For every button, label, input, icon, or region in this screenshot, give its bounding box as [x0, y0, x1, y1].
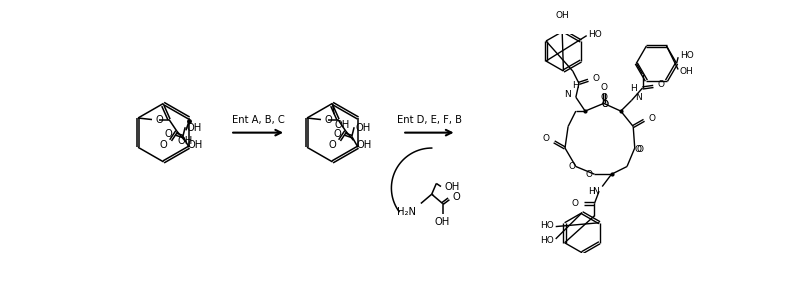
- Text: O: O: [164, 129, 172, 139]
- Text: OH: OH: [335, 120, 350, 130]
- Text: OH: OH: [444, 181, 459, 191]
- Text: O: O: [602, 101, 609, 109]
- Text: H: H: [588, 187, 594, 196]
- Text: O: O: [600, 93, 607, 102]
- Text: OH: OH: [357, 140, 372, 150]
- Text: O: O: [572, 199, 579, 208]
- Text: O: O: [634, 145, 642, 154]
- Text: HO: HO: [680, 51, 694, 60]
- Text: H: H: [630, 83, 637, 93]
- Text: OH: OH: [356, 123, 371, 133]
- Text: O: O: [636, 145, 643, 154]
- Text: OH: OH: [186, 123, 202, 133]
- Text: O: O: [586, 170, 593, 179]
- Text: N: N: [634, 93, 642, 102]
- Text: Ent D, E, F, B: Ent D, E, F, B: [397, 115, 462, 125]
- Text: OH: OH: [178, 137, 193, 147]
- Text: O: O: [329, 140, 337, 150]
- Text: O: O: [325, 114, 333, 125]
- Text: HO: HO: [541, 236, 554, 245]
- Text: N: N: [565, 90, 571, 99]
- Text: H: H: [573, 81, 579, 89]
- Text: O: O: [569, 162, 576, 171]
- Text: O: O: [334, 129, 341, 139]
- Text: OH: OH: [188, 140, 203, 150]
- Text: H₂N: H₂N: [397, 206, 416, 217]
- Text: O: O: [649, 114, 656, 123]
- Text: O: O: [156, 114, 164, 125]
- Text: O: O: [453, 192, 460, 202]
- Text: O: O: [602, 101, 609, 109]
- Text: O: O: [160, 140, 167, 150]
- Text: OH: OH: [555, 11, 569, 20]
- Text: O: O: [593, 74, 600, 83]
- Text: HO: HO: [541, 221, 554, 229]
- Text: O: O: [542, 134, 550, 143]
- Text: O: O: [600, 83, 607, 93]
- Text: O: O: [658, 80, 665, 89]
- Text: OH: OH: [680, 66, 694, 76]
- Text: OH: OH: [435, 217, 450, 227]
- Text: HO: HO: [588, 30, 602, 39]
- Text: Ent A, B, C: Ent A, B, C: [232, 115, 285, 125]
- Text: N: N: [592, 187, 599, 196]
